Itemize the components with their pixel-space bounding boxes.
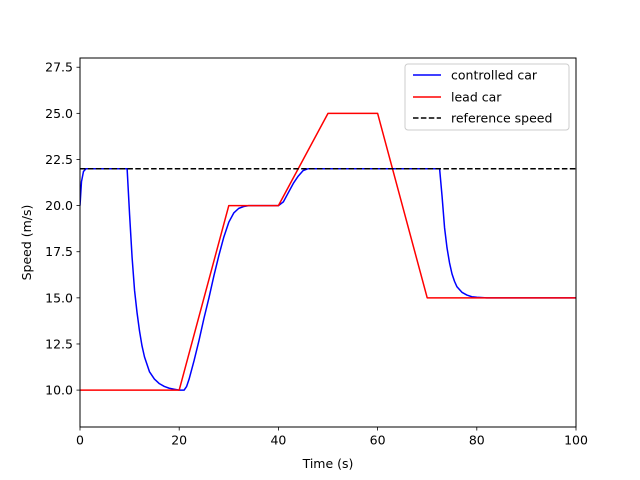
plot-area	[80, 112, 576, 391]
y-tick-label: 27.5	[45, 60, 73, 75]
axes-frame	[79, 57, 577, 428]
y-tick-label: 17.5	[45, 244, 73, 259]
y-tick-label: 20.0	[45, 198, 73, 213]
y-tick-label: 10.0	[45, 383, 73, 398]
x-tick-label: 80	[469, 433, 485, 448]
x-tick-label: 20	[171, 433, 187, 448]
x-tick-label: 100	[564, 433, 588, 448]
legend-box	[404, 63, 570, 131]
series-line-controlled-car	[80, 167, 576, 391]
x-tick-label: 40	[270, 433, 286, 448]
legend-label-reference-speed: reference speed	[451, 111, 552, 126]
y-tick-label: 25.0	[45, 106, 73, 121]
legend-label-lead-car: lead car	[451, 90, 502, 105]
y-tick-label: 12.5	[45, 336, 73, 351]
x-tick-label: 60	[370, 433, 386, 448]
y-tick-label: 15.0	[45, 290, 73, 305]
x-tick-label: 0	[76, 433, 84, 448]
x-axis-label: Time (s)	[302, 456, 354, 471]
legend: controlled car lead car reference speed	[404, 63, 570, 131]
ticks: 0 20 40 60 80 100 10.0 12.5 15.0 17.5 20.0 22.5 25.0…	[45, 60, 588, 448]
legend-label-controlled-car: controlled car	[451, 68, 538, 83]
series-line-lead-car	[80, 112, 576, 391]
y-tick-label: 22.5	[45, 152, 73, 167]
y-axis-label: Speed (m/s)	[19, 205, 34, 281]
